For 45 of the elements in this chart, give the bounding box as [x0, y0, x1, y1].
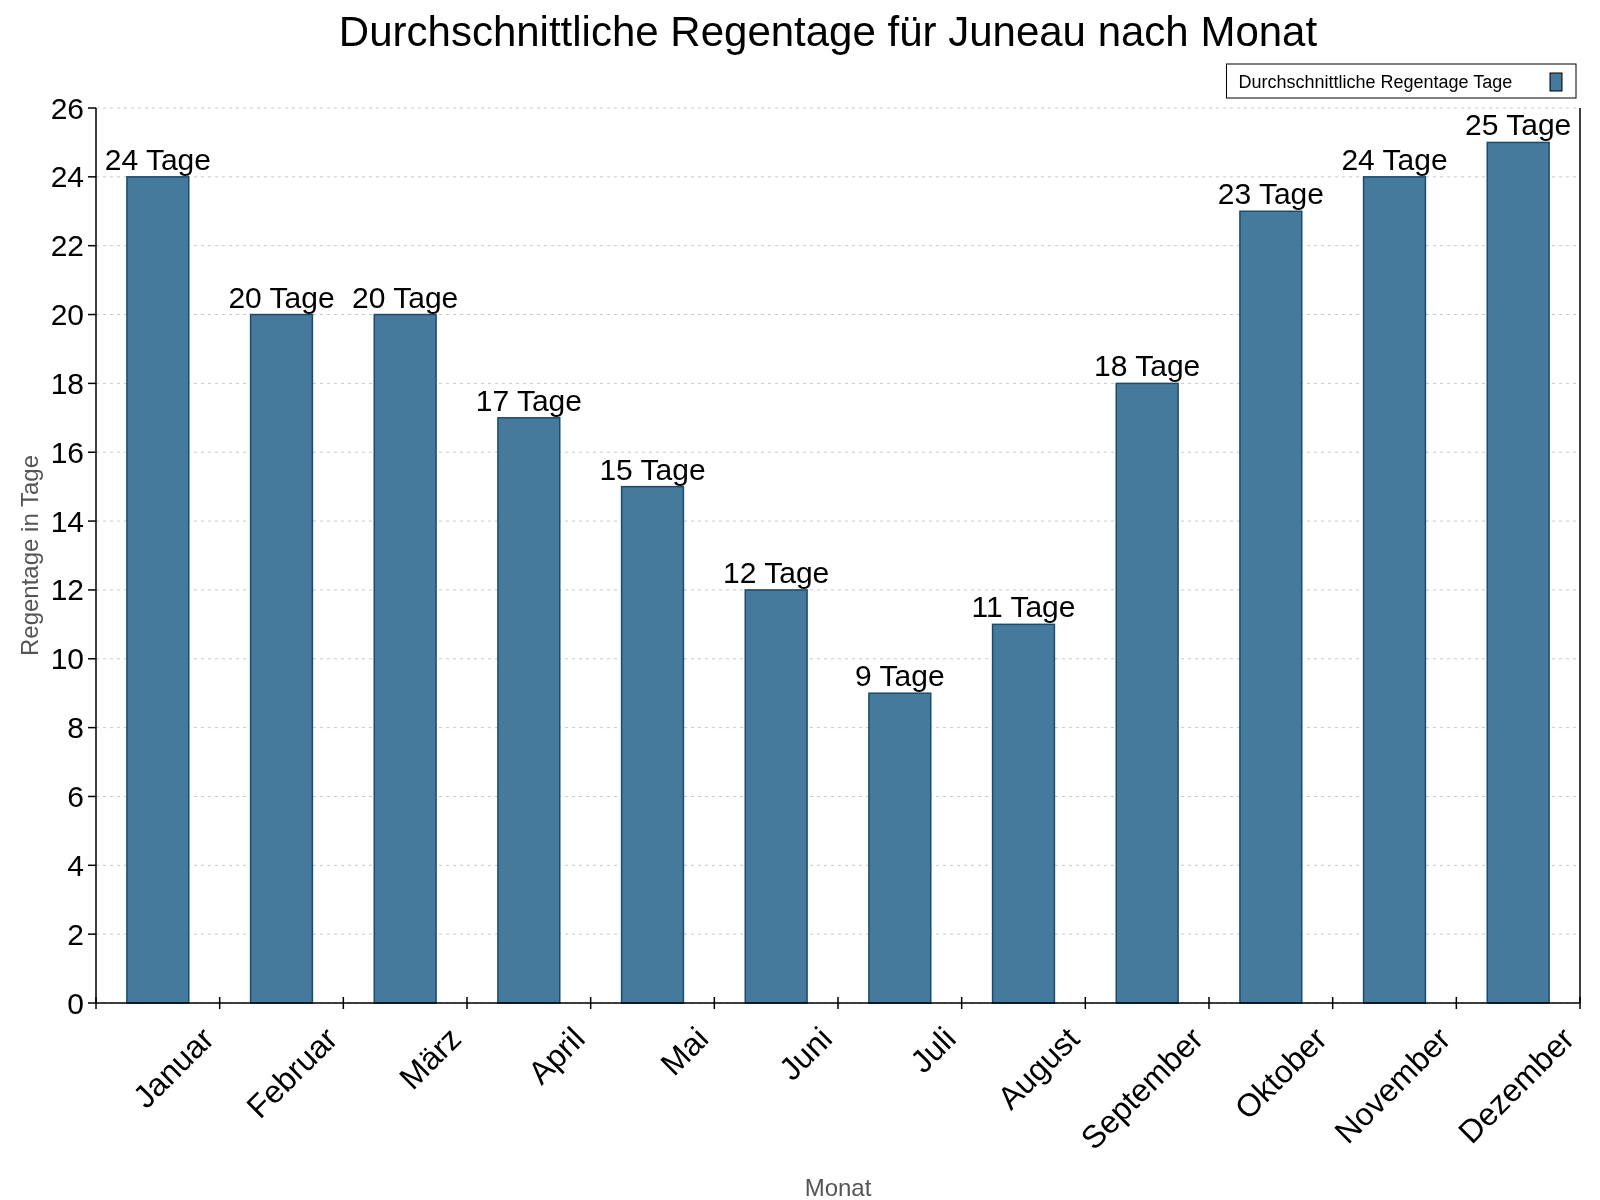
y-tick-label: 0 — [67, 986, 84, 1020]
data-label: 24 Tage — [1341, 142, 1448, 176]
y-tick-label: 4 — [67, 848, 84, 882]
y-tick-label: 18 — [50, 366, 84, 400]
bar — [1115, 382, 1179, 1004]
y-tick-label: 14 — [50, 504, 84, 538]
bar — [744, 589, 808, 1004]
bar — [991, 623, 1056, 1004]
chart-title: Durchschnittliche Regentage für Juneau nach Monat — [338, 8, 1318, 55]
y-tick-label: 24 — [50, 160, 84, 194]
y-tick-label: 26 — [50, 91, 84, 125]
y-axis-title: Regentage in Tage — [16, 454, 43, 657]
bar — [249, 313, 314, 1004]
bar — [497, 417, 561, 1004]
y-tick-label: 16 — [50, 435, 84, 469]
bar — [868, 692, 932, 1004]
bar — [373, 313, 437, 1004]
data-label: 11 Tage — [971, 590, 1076, 624]
y-tick-label: 12 — [50, 573, 84, 607]
x-tick-label: Juni — [771, 1020, 839, 1088]
data-label: 17 Tage — [475, 383, 582, 417]
data-label: 9 Tage — [855, 659, 945, 693]
data-label: 24 Tage — [104, 142, 211, 176]
bar — [126, 176, 190, 1004]
data-label: 20 Tage — [228, 280, 335, 314]
x-axis-title: Monat — [804, 1174, 872, 1200]
y-tick-label: 20 — [50, 298, 84, 332]
y-tick-label: 6 — [67, 779, 84, 813]
y-tick-label: 10 — [50, 642, 84, 676]
data-label: 25 Tage — [1465, 108, 1572, 142]
data-label: 18 Tage — [1094, 349, 1201, 383]
data-label: 20 Tage — [352, 280, 459, 314]
bar — [620, 485, 685, 1004]
data-label: 23 Tage — [1217, 177, 1324, 211]
data-label: 12 Tage — [723, 555, 830, 589]
x-tick-label: Juli — [903, 1020, 963, 1080]
y-tick-label: 8 — [67, 711, 84, 745]
x-tick-label: Mai — [653, 1020, 716, 1083]
bar — [1239, 210, 1303, 1004]
bar — [1486, 141, 1550, 1004]
y-tick-label: 22 — [50, 229, 84, 263]
bar — [1362, 176, 1427, 1004]
data-label: 15 Tage — [599, 452, 706, 486]
y-tick-label: 2 — [67, 917, 84, 951]
legend-label: Durchschnittliche Regentage Tage — [1238, 72, 1513, 92]
